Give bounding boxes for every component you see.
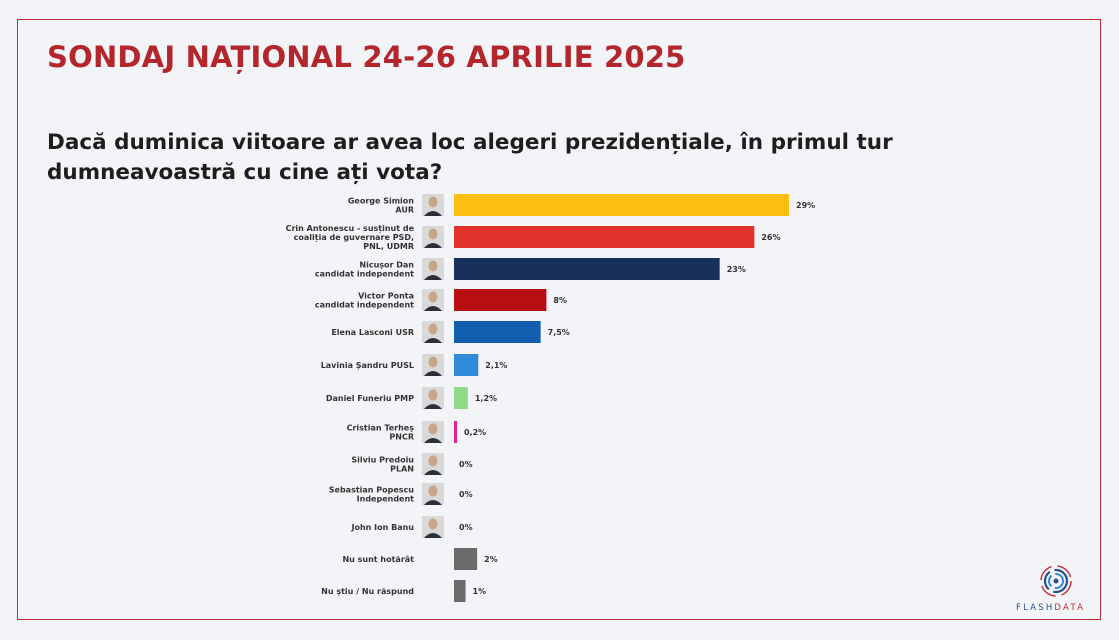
value-label: 2% [484, 555, 498, 564]
category-label-line: Lavinia Șandru PUSL [321, 361, 414, 371]
photo-face [428, 485, 438, 497]
category-label: George Simion AUR [348, 197, 414, 215]
value-label: 8% [553, 296, 567, 305]
candidate-photo [422, 453, 444, 475]
photo-suit [424, 306, 442, 311]
brand-part-flash: FLASH [1016, 603, 1055, 613]
photo-face [428, 196, 438, 208]
photo-face [428, 423, 438, 435]
photo-suit [424, 500, 442, 505]
candidate-photo [422, 258, 444, 280]
category-label-line: Crin Antonescu - susținut de [286, 224, 415, 234]
bar [454, 580, 466, 602]
value-label: 0% [459, 460, 473, 469]
photo-face [428, 228, 438, 240]
category-label: Victor Ponta candidat independent [315, 292, 414, 310]
bar [454, 258, 720, 280]
value-label: 0% [459, 490, 473, 499]
category-label: Silviu Predoiu PLAN [351, 456, 414, 474]
category-label: Nu știu / Nu răspund [321, 587, 414, 597]
category-label: Daniel Funeriu PMP [326, 394, 414, 403]
category-label-line: Victor Ponta [358, 292, 414, 301]
category-label-line: coaliția de guvernare PSD, [294, 233, 414, 243]
category-label-line: Elena Lasconi USR [331, 328, 414, 337]
category-label-line: Cristian Terheș [347, 424, 415, 434]
photo-face [428, 389, 438, 401]
candidate-photo [422, 226, 444, 248]
candidate-photo [422, 421, 444, 443]
value-label: 1% [473, 587, 487, 596]
bar [454, 226, 755, 248]
photo-face [428, 356, 438, 368]
category-label: John Ion Banu [351, 523, 415, 532]
photo-suit [424, 211, 442, 216]
flashdata-logo-icon [1040, 565, 1072, 597]
brand-name: FLASHDATA [1016, 603, 1085, 613]
category-label: Lavinia Șandru PUSL [321, 361, 414, 371]
photo-suit [424, 533, 442, 538]
value-label: 23% [727, 265, 746, 274]
value-label: 29% [796, 201, 815, 210]
photo-suit [424, 338, 442, 343]
photo-suit [424, 243, 442, 248]
category-label-line: candidat independent [315, 270, 414, 279]
category-label-line: Silviu Predoiu [351, 456, 414, 465]
bar [454, 354, 479, 376]
photo-suit [424, 438, 442, 443]
candidate-photo [422, 516, 444, 538]
category-label-line: candidat independent [315, 301, 414, 310]
bar [454, 387, 468, 409]
category-label-line: John Ion Banu [351, 523, 415, 532]
photo-face [428, 260, 438, 272]
category-label: Sebastian Popescu Independent [329, 486, 415, 504]
value-label: 26% [761, 233, 780, 242]
category-label: Cristian Terheș PNCR [347, 424, 415, 442]
category-label: Nu sunt hotărât [342, 555, 414, 564]
brand-part-data: DATA [1054, 603, 1086, 613]
value-label: 7,5% [548, 328, 570, 337]
value-label: 0% [459, 523, 473, 532]
category-label-line: George Simion [348, 197, 414, 206]
category-label: Elena Lasconi USR [331, 328, 414, 337]
category-label: Crin Antonescu - susținut de coaliția de … [286, 224, 415, 251]
bar [454, 289, 547, 311]
bar [454, 548, 478, 570]
bar [454, 421, 457, 443]
value-label: 0,2% [464, 428, 486, 437]
category-label-line: Daniel Funeriu PMP [326, 394, 414, 403]
category-label-line: Nu știu / Nu răspund [321, 587, 414, 597]
category-label-line: Independent [357, 495, 415, 504]
slide-frame [17, 19, 1101, 620]
category-label-line: Nu sunt hotărât [342, 555, 414, 564]
candidate-photo [422, 289, 444, 311]
value-label: 1,2% [475, 394, 497, 403]
category-label-line: AUR [395, 206, 414, 215]
photo-suit [424, 404, 442, 409]
value-label: 2,1% [485, 361, 507, 370]
category-label-line: Nicușor Dan [359, 261, 414, 271]
candidate-photo [422, 483, 444, 505]
category-label-line: PNL, UDMR [363, 242, 414, 251]
category-label-line: PLAN [390, 465, 414, 474]
category-label: Nicușor Dan candidat independent [315, 261, 414, 279]
page-title: SONDAJ NAȚIONAL 24-26 APRILIE 2025 [47, 40, 686, 74]
photo-suit [424, 275, 442, 280]
candidate-photo [422, 194, 444, 216]
category-label-line: Sebastian Popescu [329, 486, 415, 495]
candidate-photo [422, 387, 444, 409]
candidate-photo [422, 321, 444, 343]
survey-question: Dacă duminica viitoare ar avea loc alege… [47, 130, 893, 185]
bar [454, 194, 789, 216]
photo-suit [424, 371, 442, 376]
photo-face [428, 455, 438, 467]
photo-face [428, 291, 438, 303]
bar [454, 321, 541, 343]
candidate-photo [422, 354, 444, 376]
category-label-line: PNCR [389, 433, 414, 442]
photo-face [428, 518, 438, 530]
photo-suit [424, 470, 442, 475]
photo-face [428, 323, 438, 335]
